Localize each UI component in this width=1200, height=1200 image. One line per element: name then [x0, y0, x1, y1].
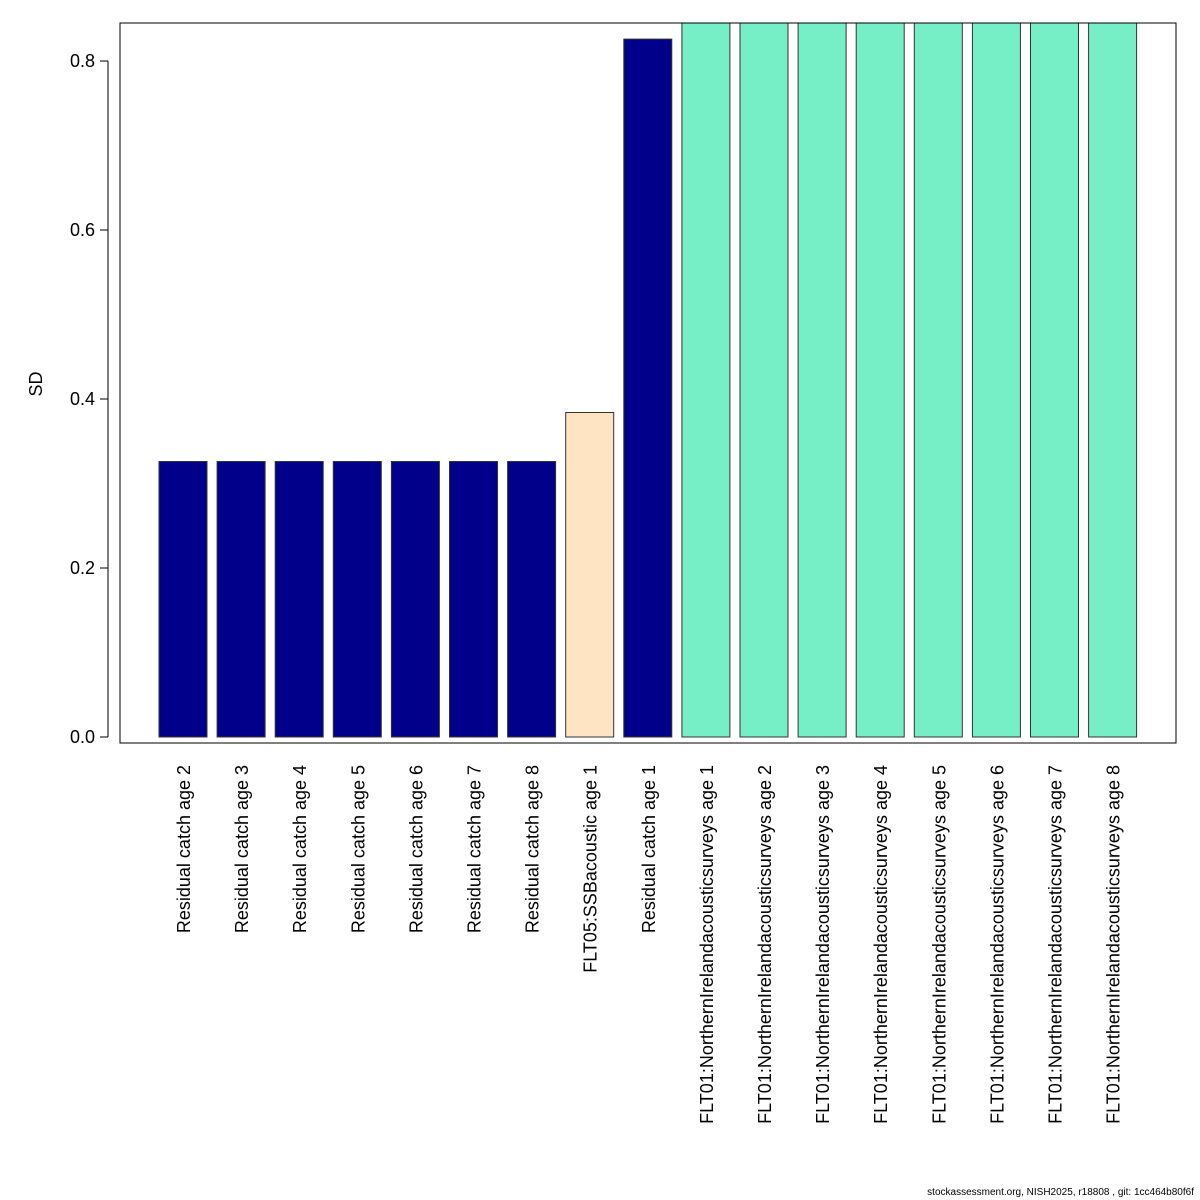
- bar-5: [390, 461, 440, 738]
- bar-1: [158, 461, 208, 738]
- bar-2: [216, 461, 266, 738]
- x-tick-label-7: Residual catch age 8: [523, 765, 543, 933]
- bar-12: [797, 22, 847, 738]
- bar-13: [855, 22, 905, 738]
- bar-14: [913, 22, 963, 738]
- x-tick-label-9: Residual catch age 1: [639, 765, 659, 933]
- x-tick-label-16: FLT01:NorthernIrelandacousticsurveys age…: [1046, 765, 1066, 1124]
- bar-17: [1088, 22, 1138, 738]
- bar-3: [274, 461, 324, 738]
- y-tick-label-1: 0.0: [70, 727, 95, 747]
- x-axis-category-labels: Residual catch age 2 Residual catch age 3…: [174, 765, 1124, 1124]
- x-tick-label-11: FLT01:NorthernIrelandacousticsurveys age…: [755, 765, 775, 1124]
- x-tick-label-12: FLT01:NorthernIrelandacousticsurveys age…: [813, 765, 833, 1124]
- y-axis-title: SD: [26, 371, 46, 396]
- y-tick-label-2: 0.2: [70, 558, 95, 578]
- bar-7: [507, 461, 557, 738]
- bar-15: [971, 22, 1021, 738]
- bars-layer: [158, 22, 1138, 738]
- x-tick-label-2: Residual catch age 3: [232, 765, 252, 933]
- x-tick-label-14: FLT01:NorthernIrelandacousticsurveys age…: [929, 765, 949, 1124]
- x-tick-label-5: Residual catch age 6: [406, 765, 426, 933]
- x-tick-label-1: Residual catch age 2: [174, 765, 194, 933]
- bar-6: [449, 461, 498, 738]
- x-tick-label-3: Residual catch age 4: [290, 765, 310, 933]
- y-tick-label-4: 0.6: [70, 220, 95, 240]
- x-tick-label-6: Residual catch age 7: [465, 765, 485, 933]
- y-axis: 0.0 0.2 0.4 0.6 0.8: [70, 51, 109, 747]
- y-tick-label-5: 0.8: [70, 51, 95, 71]
- bar-16: [1030, 22, 1079, 738]
- bar-4: [332, 461, 382, 738]
- footer-credit: stockassessment.org, NISH2025, r18808 , …: [927, 1187, 1194, 1198]
- y-tick-label-3: 0.4: [70, 389, 95, 409]
- x-tick-label-10: FLT01:NorthernIrelandacousticsurveys age…: [697, 765, 717, 1124]
- bar-8: [565, 412, 615, 738]
- bar-9: [623, 38, 673, 738]
- x-tick-label-13: FLT01:NorthernIrelandacousticsurveys age…: [871, 765, 891, 1124]
- plot-area-frame: [119, 22, 1177, 744]
- bar-11: [739, 22, 789, 738]
- x-tick-label-8: FLT05:SSBacoustic age 1: [581, 765, 601, 973]
- x-tick-label-15: FLT01:NorthernIrelandacousticsurveys age…: [987, 765, 1007, 1124]
- x-tick-label-17: FLT01:NorthernIrelandacousticsurveys age…: [1104, 765, 1124, 1124]
- bar-10: [681, 22, 731, 738]
- x-tick-label-4: Residual catch age 5: [348, 765, 368, 933]
